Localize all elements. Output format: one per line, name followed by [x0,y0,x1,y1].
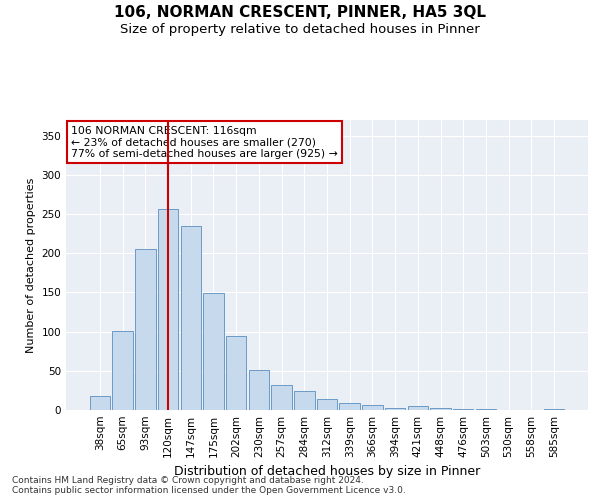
Bar [181,226,201,410]
Text: 106 NORMAN CRESCENT: 116sqm
← 23% of detached houses are smaller (270)
77% of se: 106 NORMAN CRESCENT: 116sqm ← 23% of det… [71,126,338,159]
Text: Size of property relative to detached houses in Pinner: Size of property relative to detached ho… [120,22,480,36]
X-axis label: Distribution of detached houses by size in Pinner: Distribution of detached houses by size … [174,466,480,478]
Bar [317,399,337,410]
Bar [203,293,224,410]
Bar [453,409,473,410]
Bar [340,403,360,410]
Bar [476,409,496,410]
Bar [385,408,406,410]
Bar [544,409,564,410]
Bar [112,331,133,410]
Bar [430,408,451,410]
Bar [90,396,110,410]
Text: 106, NORMAN CRESCENT, PINNER, HA5 3QL: 106, NORMAN CRESCENT, PINNER, HA5 3QL [114,5,486,20]
Bar [226,336,247,410]
Bar [271,385,292,410]
Y-axis label: Number of detached properties: Number of detached properties [26,178,36,352]
Bar [294,391,314,410]
Bar [158,208,178,410]
Bar [248,370,269,410]
Bar [362,406,383,410]
Text: Contains HM Land Registry data © Crown copyright and database right 2024.
Contai: Contains HM Land Registry data © Crown c… [12,476,406,495]
Bar [135,250,155,410]
Bar [407,406,428,410]
